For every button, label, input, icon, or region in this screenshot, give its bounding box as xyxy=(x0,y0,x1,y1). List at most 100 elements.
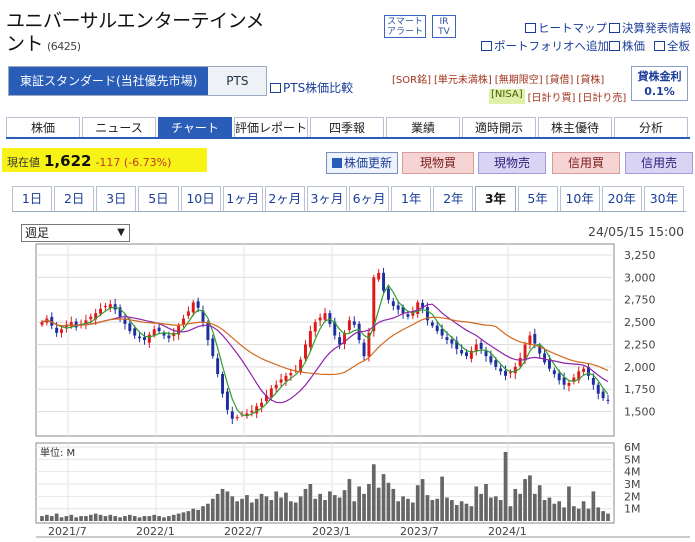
volume-bar xyxy=(376,487,381,521)
period-1d[interactable]: 1日 xyxy=(12,186,53,211)
volume-bar xyxy=(108,514,113,521)
candle-body xyxy=(367,332,371,357)
tab-rating-report[interactable]: 評価レポート xyxy=(234,117,308,137)
candle-body xyxy=(103,305,107,308)
candle-body xyxy=(572,377,576,382)
period-2d[interactable]: 2日 xyxy=(54,186,95,211)
tab-shikiho[interactable]: 四季報 xyxy=(310,117,384,137)
smart-alert-button[interactable]: スマート アラート xyxy=(384,15,426,38)
frequency-select[interactable]: 週足 ▼ xyxy=(21,224,130,242)
tag-day-sell: [日計り売] xyxy=(578,93,627,104)
tag-nisa: [NISA] xyxy=(489,89,525,104)
pts-compare-link[interactable]: PTS株価比較 xyxy=(270,79,353,96)
candle-body xyxy=(221,374,225,394)
volume-bar xyxy=(386,482,391,521)
candle-body xyxy=(108,304,112,309)
x-tick-label: 2022/7 xyxy=(224,525,263,538)
tab-chart[interactable]: チャート xyxy=(158,117,232,137)
volume-bar xyxy=(567,486,571,521)
tab-pts[interactable]: PTS xyxy=(208,67,267,95)
period-3y[interactable]: 3年 xyxy=(475,186,516,211)
candle-body xyxy=(587,367,590,376)
tab-analysis[interactable]: 分析 xyxy=(614,117,688,137)
y-tick-label: 2,000 xyxy=(624,361,656,374)
volume-bar xyxy=(469,506,474,521)
window-icon xyxy=(525,23,536,33)
y-tick-label: 1,500 xyxy=(624,406,656,419)
period-1m[interactable]: 1ヶ月 xyxy=(222,186,263,211)
tab-news[interactable]: ニュース xyxy=(82,117,156,137)
candle-body xyxy=(260,402,264,407)
tab-tse-standard[interactable]: 東証スタンダード(当社優先市場) xyxy=(9,67,209,95)
lending-rate-label: 貸株金利 xyxy=(637,70,682,83)
candle-body xyxy=(396,305,400,310)
candle-body xyxy=(274,384,278,389)
candle-body xyxy=(557,373,561,381)
margin-buy-button[interactable]: 信用買 xyxy=(552,152,620,174)
volume-bar xyxy=(367,484,371,521)
period-3d[interactable]: 3日 xyxy=(96,186,137,211)
volume-bar xyxy=(552,503,557,521)
tab-shareholder-benefits[interactable]: 株主優待 xyxy=(538,117,612,137)
candle-body xyxy=(406,314,410,317)
candle-body xyxy=(338,337,342,345)
candle-body xyxy=(152,329,156,336)
lending-rate-box[interactable]: 貸株金利 0.1% xyxy=(631,66,688,101)
spot-buy-button[interactable]: 現物買 xyxy=(402,152,474,174)
refresh-price-button[interactable]: 株価更新 xyxy=(326,152,398,174)
volume-bar xyxy=(142,516,147,521)
period-2m[interactable]: 2ヶ月 xyxy=(264,186,305,211)
volume-bar xyxy=(240,498,244,521)
volume-bar xyxy=(127,514,132,521)
period-6m[interactable]: 6ヶ月 xyxy=(349,186,390,211)
candle-body xyxy=(50,316,54,326)
candle-body xyxy=(40,322,44,325)
ir-tv-button[interactable]: IR TV xyxy=(432,15,456,38)
period-5d[interactable]: 5日 xyxy=(138,186,179,211)
candle-body xyxy=(547,360,551,369)
volume-bar xyxy=(201,506,205,521)
volume-bar xyxy=(581,501,586,521)
candle-body xyxy=(450,339,454,344)
board-label: 全板 xyxy=(667,39,690,53)
board-link[interactable]: 全板 xyxy=(654,38,690,54)
portfolio-link[interactable]: ポートフォリオへ追加 xyxy=(481,38,609,54)
volume-bar xyxy=(401,496,405,521)
candle-body xyxy=(465,352,468,357)
candle-body xyxy=(528,335,532,346)
tab-disclosure[interactable]: 適時開示 xyxy=(462,117,536,137)
period-tabs: 1日 2日 3日 5日 10日 1ヶ月 2ヶ月 3ヶ月 6ヶ月 1年 2年 3年… xyxy=(12,186,686,212)
tab-earnings[interactable]: 業績 xyxy=(386,117,460,137)
volume-bar xyxy=(313,498,318,521)
heatmap-link[interactable]: ヒートマップ xyxy=(525,20,607,36)
candle-body xyxy=(499,368,503,372)
period-3m[interactable]: 3ヶ月 xyxy=(306,186,347,211)
x-tick-label: 2023/7 xyxy=(400,525,439,538)
candle-body xyxy=(182,318,185,326)
candle-body xyxy=(99,308,103,314)
tab-quote[interactable]: 株価 xyxy=(6,117,80,137)
candle-body xyxy=(74,321,78,328)
period-10d[interactable]: 10日 xyxy=(180,186,221,211)
earnings-link[interactable]: 決算発表情報 xyxy=(609,20,691,36)
margin-sell-button[interactable]: 信用売 xyxy=(625,152,693,174)
spot-sell-button[interactable]: 現物売 xyxy=(478,152,546,174)
period-2y[interactable]: 2年 xyxy=(433,186,474,211)
period-30y[interactable]: 30年 xyxy=(643,186,684,211)
volume-bar xyxy=(308,484,313,521)
quote-link[interactable]: 株価 xyxy=(609,38,645,54)
candle-body xyxy=(372,277,376,332)
period-20y[interactable]: 20年 xyxy=(601,186,642,211)
volume-bar xyxy=(162,517,166,521)
stock-code: (6425) xyxy=(47,40,81,53)
period-10y[interactable]: 10年 xyxy=(559,186,600,211)
volume-bar xyxy=(88,514,93,521)
ir-line1: IR xyxy=(439,17,449,27)
volume-bar xyxy=(440,476,444,521)
period-5y[interactable]: 5年 xyxy=(517,186,558,211)
y-tick-label: 2,250 xyxy=(624,338,656,351)
candle-body xyxy=(55,327,59,333)
candle-body xyxy=(94,313,98,320)
candle-body xyxy=(440,328,444,336)
period-1y[interactable]: 1年 xyxy=(391,186,432,211)
